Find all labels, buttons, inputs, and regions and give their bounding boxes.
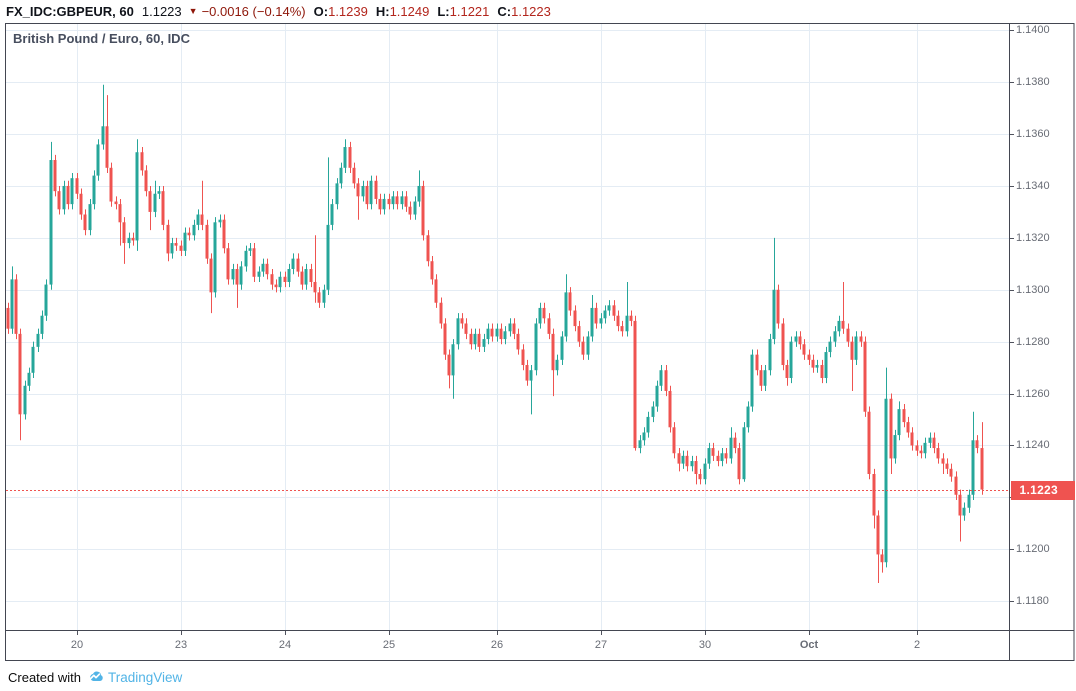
price-axis-label: 1.1360 [1016,128,1050,140]
attribution-footer: Created with TradingView [8,666,182,688]
tradingview-logo-icon [89,671,103,681]
current-price-tag: 1.1223 [1010,481,1075,500]
ohlc-open: O:1.1239 [314,4,368,19]
tradingview-brand-text: TradingView [107,669,183,685]
low-label: L: [437,4,450,19]
price-axis-label: 1.1180 [1016,595,1049,607]
price-change: −0.0016 (−0.14%) [201,4,306,19]
price-axis-label: 1.1380 [1016,76,1050,88]
close-value: 1.1223 [511,4,551,19]
open-label: O: [313,4,329,19]
last-price: 1.1223 [141,4,182,19]
time-axis-label: 26 [490,639,504,651]
time-axis-label: 23 [174,639,188,651]
down-triangle-icon: ▼ [188,5,198,16]
symbol-text: FX_IDC:GBPEUR, 60 [6,4,134,19]
time-axis-label: 20 [70,639,84,651]
time-axis-label: 30 [698,639,712,651]
time-axis-label: 25 [382,639,396,651]
ohlc-high: H:1.1249 [376,4,429,19]
open-value: 1.1239 [328,4,368,19]
symbol-legend: FX_IDC:GBPEUR, 60 1.1223 ▼ −0.0016 (−0.14%)… [0,0,1076,23]
tradingview-link[interactable]: TradingView [86,670,182,685]
ohlc-close: C:1.1223 [497,4,550,19]
chart-title: British Pound / Euro, 60, IDC [13,31,190,46]
price-axis-label: 1.1280 [1016,336,1050,348]
time-axis-label: Oct [799,639,819,651]
price-axis-label: 1.1340 [1016,180,1050,192]
time-axis-label: 2 [913,639,921,651]
price-axis-label: 1.1260 [1016,388,1050,400]
price-axis-label: 1.1400 [1016,24,1050,36]
price-axis-label: 1.1200 [1016,543,1050,555]
price-axis-label: 1.1240 [1016,439,1050,451]
close-label: C: [497,4,512,19]
time-axis-label: 27 [594,639,608,651]
created-with-text: Created with [8,669,81,685]
ohlc-low: L:1.1221 [437,4,489,19]
price-axis-label: 1.1320 [1016,232,1050,244]
price-axis-label: 1.1300 [1016,284,1050,296]
low-value: 1.1221 [449,4,490,19]
high-label: H: [375,4,390,19]
time-axis-label: 24 [278,639,292,651]
high-value: 1.1249 [389,4,430,19]
